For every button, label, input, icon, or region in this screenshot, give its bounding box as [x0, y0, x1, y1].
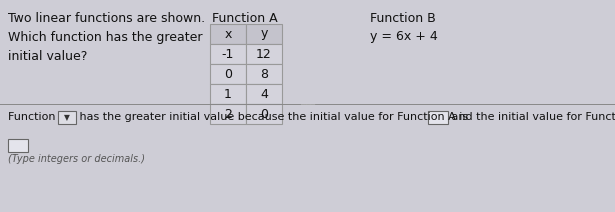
Bar — [428, 111, 448, 124]
Text: ▼: ▼ — [64, 113, 70, 122]
Text: y: y — [260, 28, 268, 40]
Bar — [210, 64, 246, 84]
Text: 12: 12 — [256, 47, 272, 60]
Bar — [246, 44, 282, 64]
Text: y = 6x + 4: y = 6x + 4 — [370, 30, 438, 43]
Text: Function: Function — [8, 112, 59, 122]
Text: Two linear functions are shown.
Which function has the greater
initial value?: Two linear functions are shown. Which fu… — [8, 12, 205, 63]
Text: Function A: Function A — [212, 12, 278, 25]
Text: ───: ─── — [301, 99, 315, 109]
Bar — [8, 139, 28, 152]
Bar — [246, 84, 282, 104]
Text: has the greater initial value because the initial value for Function A is: has the greater initial value because th… — [76, 112, 468, 122]
Bar — [58, 111, 76, 124]
Text: -1: -1 — [222, 47, 234, 60]
Text: 0: 0 — [224, 67, 232, 81]
Text: and the initial value for Function B is: and the initial value for Function B is — [448, 112, 615, 122]
Bar — [246, 24, 282, 44]
Text: (Type integers or decimals.): (Type integers or decimals.) — [8, 154, 145, 164]
Bar — [210, 104, 246, 124]
Bar — [210, 44, 246, 64]
Bar — [246, 104, 282, 124]
Text: x: x — [224, 28, 232, 40]
Text: 4: 4 — [260, 88, 268, 100]
Text: Function B: Function B — [370, 12, 436, 25]
Bar — [246, 64, 282, 84]
Bar — [210, 24, 246, 44]
Text: 2: 2 — [224, 107, 232, 120]
Text: 0: 0 — [260, 107, 268, 120]
Text: 1: 1 — [224, 88, 232, 100]
Bar — [210, 84, 246, 104]
Text: 8: 8 — [260, 67, 268, 81]
